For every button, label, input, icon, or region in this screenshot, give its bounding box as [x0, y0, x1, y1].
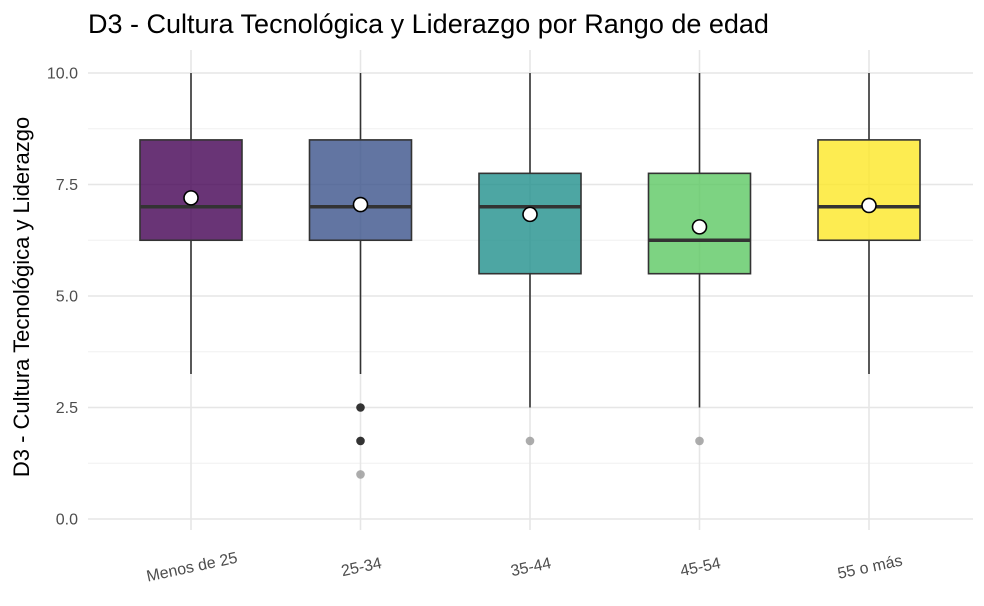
y-tick-label: 0.0	[56, 512, 78, 529]
mean-point	[352, 196, 369, 213]
x-tick-label: 55 o más	[836, 552, 904, 582]
box-group	[139, 73, 243, 375]
y-tick-label: 5.0	[56, 289, 78, 306]
y-tick-label: 10.0	[47, 66, 78, 83]
y-tick-label: 7.5	[56, 177, 78, 194]
box-group	[817, 73, 921, 375]
mean-point	[691, 219, 708, 235]
x-tick-label: 25-34	[340, 555, 384, 580]
box-iqr	[308, 139, 413, 242]
box-iqr	[817, 139, 921, 242]
x-tick-label: Menos de 25	[145, 550, 239, 586]
box-group	[478, 73, 582, 446]
boxes	[139, 73, 921, 479]
y-axis-label: D3 - Cultura Tecnológica y Liderazgo	[9, 117, 34, 477]
box-iqr	[478, 172, 582, 275]
y-ticks: 0.0 2.5 5.0 7.5 10.0	[47, 66, 78, 529]
outlier-point	[525, 436, 535, 446]
y-tick-label: 2.5	[56, 400, 78, 417]
mean-point	[861, 197, 877, 214]
outlier-point	[356, 403, 365, 412]
outlier-point	[356, 436, 365, 446]
box-group	[308, 73, 413, 479]
x-tick-label: 35-44	[509, 555, 553, 580]
outlier-point	[356, 470, 365, 479]
outlier-point	[695, 436, 704, 446]
box-iqr	[139, 139, 243, 242]
x-tick-label: 45-54	[679, 555, 723, 580]
box-group	[647, 73, 752, 446]
mean-point	[522, 206, 538, 223]
chart-title: D3 - Cultura Tecnológica y Liderazgo por…	[88, 9, 769, 39]
mean-point	[183, 190, 199, 206]
x-ticks: Menos de 25 25-34 35-44 45-54 55 o más	[145, 550, 904, 586]
